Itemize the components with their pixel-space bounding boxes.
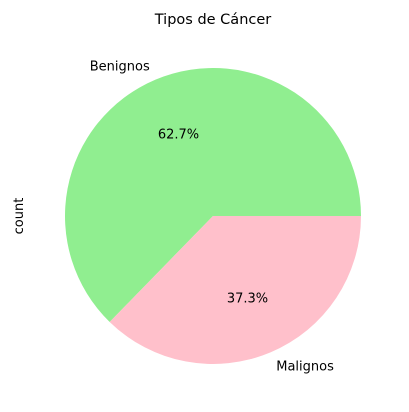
slice-percent-malignos: 37.3% bbox=[227, 291, 268, 306]
slice-label-benignos: Benignos bbox=[90, 59, 150, 74]
pie-slice-benignos bbox=[64, 68, 361, 322]
slice-label-malignos: Malignos bbox=[276, 360, 334, 375]
y-axis-label: count bbox=[12, 198, 27, 235]
chart-title: Tipos de Cáncer bbox=[154, 12, 272, 28]
slice-percent-benignos: 62.7% bbox=[158, 128, 199, 143]
pie-slice-malignos bbox=[109, 216, 362, 364]
pie-labels: Benignos 62.7% Malignos 37.3% bbox=[90, 59, 334, 374]
pie-slices bbox=[64, 68, 362, 364]
